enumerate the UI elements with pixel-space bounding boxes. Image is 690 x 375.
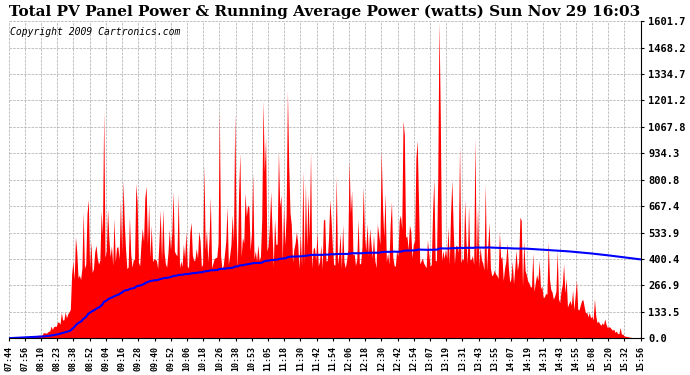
Title: Total PV Panel Power & Running Average Power (watts) Sun Nov 29 16:03: Total PV Panel Power & Running Average P…: [9, 4, 640, 18]
Text: Copyright 2009 Cartronics.com: Copyright 2009 Cartronics.com: [10, 27, 180, 38]
